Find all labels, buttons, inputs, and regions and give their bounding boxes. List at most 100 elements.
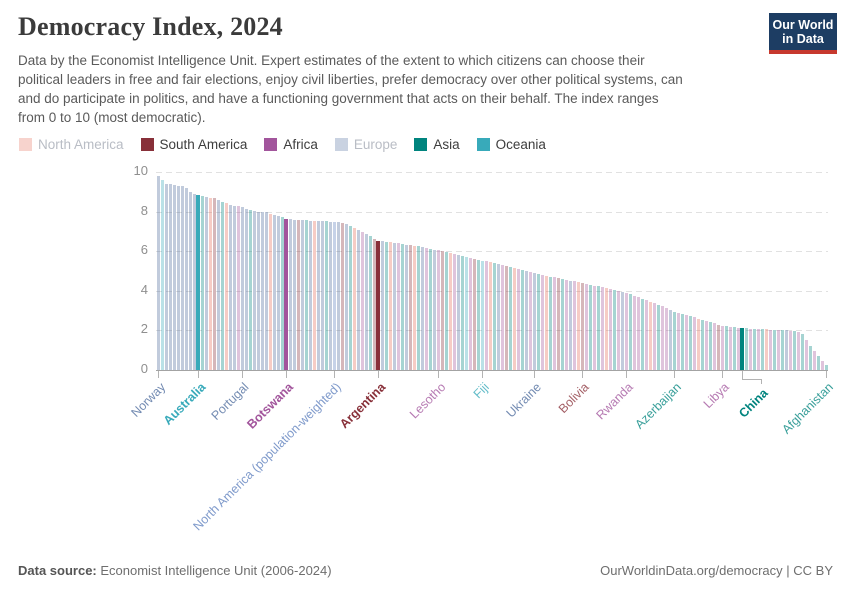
bar[interactable] (456, 255, 460, 370)
bar[interactable] (628, 293, 632, 370)
bar-portugal[interactable] (240, 207, 244, 370)
bar[interactable] (256, 211, 260, 370)
bar[interactable] (464, 257, 468, 370)
bar[interactable] (316, 220, 320, 370)
bar[interactable] (492, 263, 496, 370)
bar[interactable] (336, 222, 340, 370)
bar[interactable] (412, 245, 416, 370)
bar[interactable] (468, 258, 472, 370)
x-axis-label-bolivia[interactable]: Bolivia (555, 380, 592, 416)
bar[interactable] (500, 265, 504, 370)
bar[interactable] (364, 234, 368, 370)
bar[interactable] (812, 351, 816, 370)
bar[interactable] (584, 283, 588, 370)
bar[interactable] (300, 219, 304, 370)
bar[interactable] (508, 267, 512, 370)
bar[interactable] (292, 219, 296, 370)
bar[interactable] (432, 249, 436, 370)
bar[interactable] (504, 266, 508, 370)
bar[interactable] (308, 220, 312, 370)
x-axis-label-ukraine[interactable]: Ukraine (503, 380, 544, 421)
bar[interactable] (404, 244, 408, 370)
bar[interactable] (804, 340, 808, 370)
bar[interactable] (772, 329, 776, 370)
bar-north-america-population-weighted-[interactable] (332, 221, 336, 370)
bar[interactable] (176, 185, 180, 370)
bar-afghanistan[interactable] (824, 365, 828, 370)
bar[interactable] (312, 220, 316, 370)
bar[interactable] (488, 262, 492, 370)
bar[interactable] (548, 276, 552, 370)
bar[interactable] (288, 219, 292, 370)
bar[interactable] (324, 221, 328, 370)
owid-logo[interactable]: Our World in Data (769, 13, 837, 54)
bar[interactable] (216, 200, 220, 370)
bar[interactable] (348, 226, 352, 370)
bar-ukraine[interactable] (532, 272, 536, 370)
bar[interactable] (440, 251, 444, 370)
bar[interactable] (168, 184, 172, 370)
bar[interactable] (296, 219, 300, 370)
bar[interactable] (684, 314, 688, 370)
bar[interactable] (188, 191, 192, 370)
bar[interactable] (708, 322, 712, 370)
bar[interactable] (724, 326, 728, 370)
bar-rwanda[interactable] (624, 292, 628, 370)
bar[interactable] (780, 330, 784, 370)
bar[interactable] (372, 238, 376, 370)
bar[interactable] (800, 334, 804, 370)
bar[interactable] (512, 268, 516, 370)
x-axis-label-fiji[interactable]: Fiji (470, 380, 492, 402)
bar-australia[interactable] (196, 194, 200, 370)
bar[interactable] (452, 254, 456, 370)
bar[interactable] (212, 198, 216, 370)
bar[interactable] (664, 307, 668, 370)
bar[interactable] (172, 185, 176, 370)
x-axis-label-libya[interactable]: Libya (700, 380, 732, 412)
legend-item-europe[interactable]: Europe (334, 137, 397, 152)
bar[interactable] (616, 290, 620, 370)
bar[interactable] (344, 224, 348, 370)
bar[interactable] (204, 197, 208, 370)
bar[interactable] (596, 286, 600, 370)
bar[interactable] (536, 273, 540, 370)
bar[interactable] (304, 220, 308, 370)
bar[interactable] (700, 319, 704, 370)
bar[interactable] (416, 246, 420, 370)
bar[interactable] (816, 356, 820, 370)
bar[interactable] (820, 361, 824, 370)
legend-item-oceania[interactable]: Oceania (476, 137, 546, 152)
bar[interactable] (600, 287, 604, 370)
bar[interactable] (388, 242, 392, 370)
bar[interactable] (756, 329, 760, 370)
bar[interactable] (744, 328, 748, 370)
bar[interactable] (496, 264, 500, 370)
bar[interactable] (768, 329, 772, 370)
bar[interactable] (640, 298, 644, 370)
bar[interactable] (232, 205, 236, 370)
bar[interactable] (524, 271, 528, 370)
legend-item-north-america[interactable]: North America (19, 137, 124, 152)
bar[interactable] (272, 214, 276, 370)
bar[interactable] (408, 245, 412, 370)
x-axis-label-rwanda[interactable]: Rwanda (593, 380, 636, 423)
bar-argentina[interactable] (376, 240, 380, 370)
bar[interactable] (228, 204, 232, 370)
x-axis-label-lesotho[interactable]: Lesotho (406, 380, 448, 422)
bar[interactable] (160, 179, 164, 370)
bar[interactable] (692, 316, 696, 370)
bar[interactable] (592, 285, 596, 370)
bar[interactable] (736, 327, 740, 370)
bar[interactable] (544, 275, 548, 370)
bar[interactable] (424, 247, 428, 370)
bar[interactable] (612, 290, 616, 370)
bar[interactable] (444, 252, 448, 370)
bar[interactable] (540, 274, 544, 370)
bar[interactable] (392, 242, 396, 370)
bar[interactable] (200, 196, 204, 370)
x-axis-label-portugal[interactable]: Portugal (209, 380, 252, 423)
bar[interactable] (460, 256, 464, 370)
bar[interactable] (556, 278, 560, 370)
bar[interactable] (680, 313, 684, 370)
bar[interactable] (380, 241, 384, 370)
